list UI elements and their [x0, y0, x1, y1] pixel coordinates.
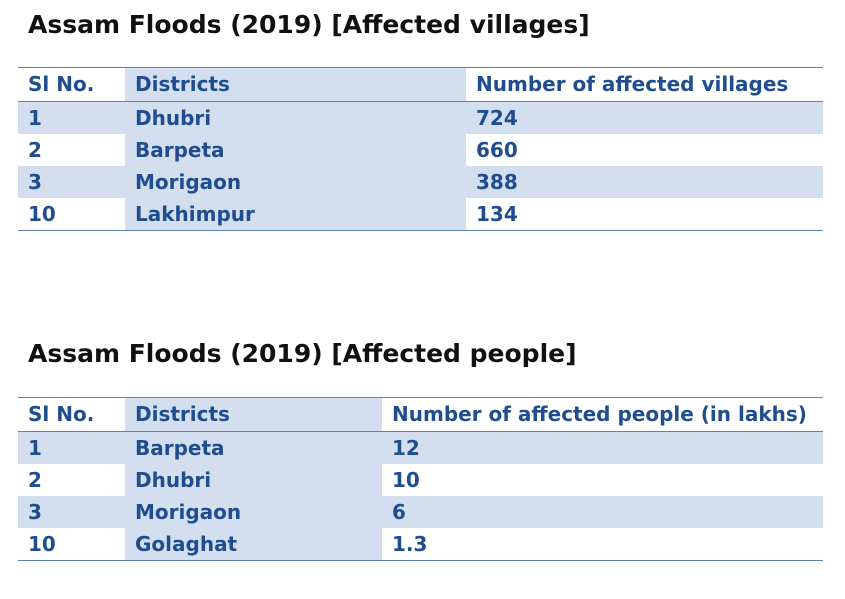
people-count-cell: 1.3 [382, 528, 823, 560]
district-cell: Lakhimpur [125, 198, 466, 230]
table-row: 10 Golaghat 1.3 [18, 528, 823, 560]
villages-count-cell: 388 [476, 170, 518, 194]
table-row: 2 Barpeta 660 [18, 134, 823, 166]
table-header-row: Sl No. Districts Number of affected vill… [18, 68, 823, 102]
sl-no-cell: 3 [28, 170, 42, 194]
district-cell: Dhubri [125, 464, 382, 496]
district-cell: Barpeta [125, 432, 382, 464]
table-row: 3 Morigaon 388 [18, 166, 823, 198]
column-header-affected-people: Number of affected people (in lakhs) [382, 398, 823, 431]
column-header-sl-no: Sl No. [18, 68, 125, 101]
column-header-districts: Districts [125, 68, 466, 101]
district-cell: Morigaon [125, 496, 382, 528]
sl-no-cell: 10 [18, 528, 125, 560]
table-header-row: Sl No. Districts Number of affected peop… [18, 398, 823, 432]
villages-count-cell: 724 [476, 106, 518, 130]
table-row: 10 Lakhimpur 134 [18, 198, 823, 230]
people-table-title: Assam Floods (2019) [Affected people] [28, 339, 577, 368]
sl-no-cell: 10 [18, 198, 125, 230]
affected-villages-table: Sl No. Districts Number of affected vill… [18, 67, 823, 231]
people-count-cell: 6 [392, 500, 406, 524]
affected-people-table: Sl No. Districts Number of affected peop… [18, 397, 823, 561]
district-cell: Dhubri [125, 102, 466, 134]
table-row: 2 Dhubri 10 [18, 464, 823, 496]
sl-no-cell: 2 [18, 134, 125, 166]
villages-count-cell: 660 [466, 134, 823, 166]
villages-count-cell: 134 [466, 198, 823, 230]
people-count-cell: 10 [382, 464, 823, 496]
district-cell: Barpeta [125, 134, 466, 166]
sl-no-cell: 1 [28, 436, 42, 460]
district-cell: Morigaon [125, 166, 466, 198]
column-header-districts: Districts [125, 398, 382, 431]
people-count-cell: 12 [392, 436, 420, 460]
column-header-affected-villages: Number of affected villages [466, 68, 823, 101]
district-cell: Golaghat [125, 528, 382, 560]
sl-no-cell: 2 [18, 464, 125, 496]
table-row: 1 Barpeta 12 [18, 432, 823, 464]
table-row: 1 Dhubri 724 [18, 102, 823, 134]
sl-no-cell: 1 [28, 106, 42, 130]
sl-no-cell: 3 [28, 500, 42, 524]
column-header-sl-no: Sl No. [18, 398, 125, 431]
villages-table-title: Assam Floods (2019) [Affected villages] [28, 10, 590, 39]
table-row: 3 Morigaon 6 [18, 496, 823, 528]
